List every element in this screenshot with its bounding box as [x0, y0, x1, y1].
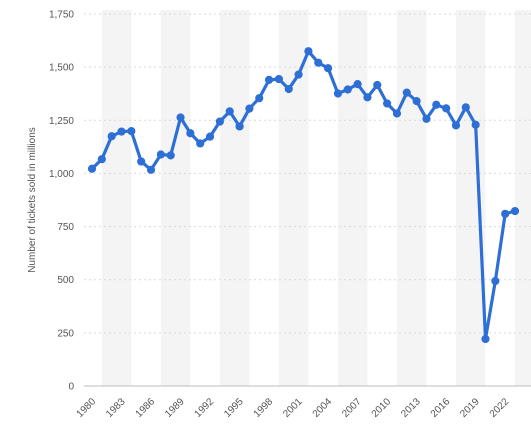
y-tick-label: 1,500 [49, 63, 74, 74]
data-point [87, 164, 97, 173]
x-tick-label: 1995 [222, 396, 246, 420]
x-tick-label: 1986 [134, 396, 158, 420]
y-tick-label: 250 [57, 328, 74, 339]
background-band [455, 10, 486, 386]
background-band [396, 10, 427, 386]
data-point [471, 120, 480, 129]
data-point [166, 151, 175, 160]
data-point [117, 127, 126, 136]
data-point [294, 70, 303, 79]
data-point [373, 80, 382, 90]
data-point [205, 132, 215, 141]
x-tick-label: 2001 [281, 396, 305, 420]
data-point [146, 165, 156, 174]
x-tick-label: 1992 [193, 396, 217, 420]
x-tick-label: 2022 [488, 396, 512, 420]
y-tick-label: 1,250 [49, 116, 74, 127]
data-point [274, 74, 284, 84]
background-band [101, 10, 132, 386]
y-tick-labels: 0 250 500 750 1,000 1,250 1,500 1,750 [49, 10, 74, 393]
data-point [137, 157, 146, 166]
data-point [255, 94, 264, 103]
data-point [235, 122, 244, 131]
x-tick-label: 2019 [458, 396, 482, 420]
data-point [333, 89, 343, 98]
y-tick-label: 0 [68, 382, 74, 393]
x-tick-label: 2016 [429, 396, 453, 420]
data-point [481, 334, 490, 344]
data-point [176, 113, 185, 122]
data-point [156, 150, 165, 159]
x-tick-label: 1998 [252, 396, 276, 420]
data-point [491, 276, 500, 286]
data-point [402, 88, 411, 97]
data-points [87, 47, 520, 344]
y-tick-label: 1,000 [49, 169, 74, 180]
x-tick-label: 1980 [75, 396, 99, 420]
background-band [219, 10, 250, 386]
background-band [337, 10, 368, 386]
background-band [160, 10, 191, 386]
data-point [264, 75, 274, 84]
data-point [314, 58, 323, 67]
data-point [442, 104, 451, 113]
data-point [422, 114, 431, 123]
x-tick-label: 1983 [104, 396, 128, 420]
y-tick-label: 500 [57, 275, 74, 286]
data-point [501, 209, 510, 218]
data-point [392, 109, 402, 118]
x-tick-label: 2010 [370, 396, 394, 420]
data-point [343, 85, 352, 94]
data-point [284, 84, 293, 94]
data-point [461, 103, 470, 112]
background-band [515, 10, 531, 386]
data-point [383, 99, 392, 108]
data-point [451, 121, 461, 130]
data-point [245, 104, 254, 113]
y-tick-label: 1,750 [49, 10, 74, 21]
x-tick-label: 2013 [399, 396, 423, 420]
data-point [412, 97, 421, 106]
data-point [215, 117, 224, 126]
x-tick-label: 2004 [311, 396, 335, 420]
y-gridlines [84, 13, 531, 387]
x-tick-labels: 1980 1983 1986 1989 1992 1995 1998 2001 2004 2007… [75, 396, 512, 420]
y-axis-label: Number of tickets sold in millions [27, 127, 38, 273]
data-point [353, 80, 362, 89]
background-bands [101, 10, 531, 386]
data-point [432, 100, 441, 109]
x-tick-label: 2007 [340, 396, 364, 420]
data-point [127, 127, 136, 136]
data-point [225, 107, 234, 116]
data-point [196, 139, 205, 148]
data-point [363, 93, 372, 102]
y-tick-label: 750 [57, 222, 74, 233]
x-tick-label: 1989 [163, 396, 187, 420]
data-point [323, 64, 333, 73]
data-point [304, 47, 313, 56]
data-point [510, 206, 520, 216]
data-point [97, 155, 106, 164]
background-band [278, 10, 309, 386]
data-point [186, 129, 195, 138]
data-point [107, 132, 116, 141]
